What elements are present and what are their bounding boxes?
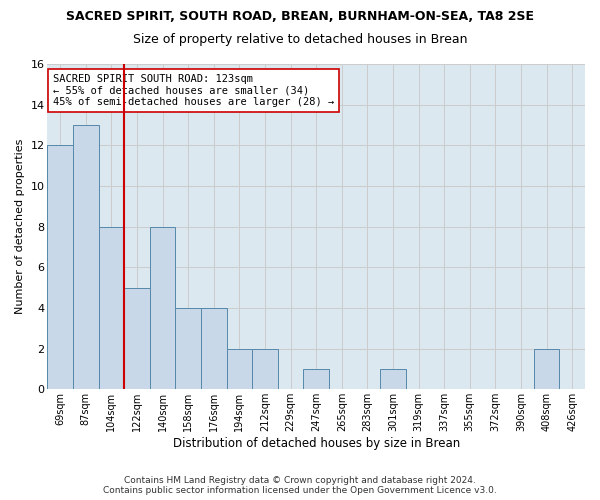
Text: SACRED SPIRIT SOUTH ROAD: 123sqm
← 55% of detached houses are smaller (34)
45% o: SACRED SPIRIT SOUTH ROAD: 123sqm ← 55% o… [53,74,334,107]
Bar [47,146,73,390]
Bar [252,348,278,390]
Bar [380,369,406,390]
Bar [150,226,175,390]
Bar [304,369,329,390]
X-axis label: Distribution of detached houses by size in Brean: Distribution of detached houses by size … [173,437,460,450]
Bar [98,226,124,390]
Bar [201,308,227,390]
Bar [73,125,98,390]
Text: Size of property relative to detached houses in Brean: Size of property relative to detached ho… [133,32,467,46]
Bar [227,348,252,390]
Bar [124,288,150,390]
Y-axis label: Number of detached properties: Number of detached properties [15,139,25,314]
Text: Contains HM Land Registry data © Crown copyright and database right 2024.
Contai: Contains HM Land Registry data © Crown c… [103,476,497,495]
Bar [534,348,559,390]
Text: SACRED SPIRIT, SOUTH ROAD, BREAN, BURNHAM-ON-SEA, TA8 2SE: SACRED SPIRIT, SOUTH ROAD, BREAN, BURNHA… [66,10,534,23]
Bar [175,308,201,390]
